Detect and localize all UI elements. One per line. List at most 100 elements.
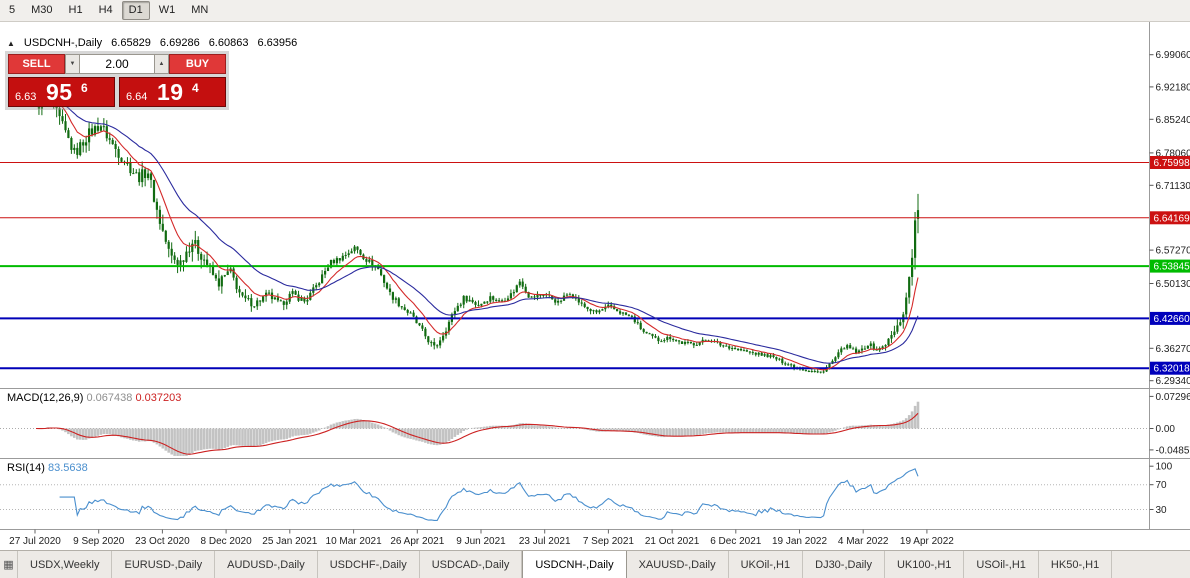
volume-increase-button[interactable]: ▲ [154, 54, 169, 74]
ohlc-high: 6.69286 [159, 37, 200, 49]
chart-tab-hk50-h1[interactable]: HK50-,H1 [1039, 551, 1113, 578]
moving-average-line-10 [35, 98, 919, 371]
chart-svg[interactable]: 6.99060 6.92180 6.85240 6.78060 6.71130 6.572… [0, 22, 1190, 550]
chart-tab-audusd-daily[interactable]: AUDUSD-,Daily [215, 551, 318, 578]
buy-price-display[interactable]: 6.64 19 4 [119, 77, 226, 107]
svg-text:-0.04857: -0.04857 [1156, 445, 1190, 456]
chart-tab-usdchf-daily[interactable]: USDCHF-,Daily [318, 551, 420, 578]
direction-up-icon: ▲ [7, 38, 15, 48]
chart-tab-ukoil-h1[interactable]: UKOil-,H1 [729, 551, 804, 578]
sell-button[interactable]: SELL [8, 54, 65, 74]
macd-signal-line [35, 412, 919, 455]
date-label: 27 Jul 2020 [9, 536, 61, 547]
rsi-value: 83.5638 [47, 462, 88, 474]
chart-ohlc-header: ▲ USDCNH-,Daily 6.65829 6.69286 6.60863 … [7, 37, 297, 49]
svg-text:6.64169: 6.64169 [1154, 213, 1190, 224]
chart-symbol-title: USDCNH-,Daily [23, 37, 103, 49]
date-label: 21 Oct 2021 [645, 536, 700, 547]
svg-text:6.50130: 6.50130 [1156, 279, 1190, 290]
chart-tab-xauusd-daily[interactable]: XAUUSD-,Daily [627, 551, 729, 578]
rsi-line [59, 468, 919, 521]
macd-name: MACD(12,26,9) [7, 392, 84, 404]
timeframe-button-h1[interactable]: H1 [62, 1, 90, 20]
chart-tab-usoil-h1[interactable]: USOil-,H1 [964, 551, 1039, 578]
svg-text:6.57270: 6.57270 [1156, 246, 1190, 257]
timeframe-button-d1[interactable]: D1 [121, 1, 150, 20]
chart-tab-dj30-daily[interactable]: DJ30-,Daily [803, 551, 885, 578]
chart-tab-usdcad-daily[interactable]: USDCAD-,Daily [420, 551, 523, 578]
price-axis-ticks: 6.99060 6.92180 6.85240 6.78060 6.71130 6.572… [1149, 50, 1190, 387]
buy-price-prefix: 6.64 [126, 91, 148, 103]
svg-text:70: 70 [1156, 480, 1168, 491]
svg-text:6.42660: 6.42660 [1154, 314, 1190, 325]
chart-tab-usdx-weekly[interactable]: USDX,Weekly [18, 551, 113, 578]
macd-signal-value: 0.037203 [135, 392, 182, 404]
date-label: 26 Apr 2021 [390, 536, 444, 547]
volume-input[interactable]: 2.00 [80, 54, 154, 74]
svg-text:0.00: 0.00 [1156, 424, 1176, 435]
svg-text:6.85240: 6.85240 [1156, 115, 1190, 126]
ohlc-open: 6.65829 [111, 37, 151, 49]
svg-text:6.29340: 6.29340 [1156, 376, 1190, 387]
svg-text:6.78060: 6.78060 [1156, 148, 1190, 159]
date-label: 25 Jan 2021 [262, 536, 317, 547]
macd-main-value: 0.067438 [86, 392, 133, 404]
timeframe-button-5[interactable]: 5 [2, 1, 22, 20]
date-label: 19 Apr 2022 [900, 536, 954, 547]
svg-text:100: 100 [1156, 462, 1173, 473]
sell-price-big-digits: 95 [46, 79, 73, 105]
svg-text:6.53845: 6.53845 [1154, 262, 1190, 273]
price-axis-badge: 6.75998 [1150, 156, 1190, 169]
svg-text:6.32018: 6.32018 [1154, 364, 1190, 375]
date-label: 8 Dec 2020 [201, 536, 253, 547]
ohlc-close: 6.63956 [257, 37, 298, 49]
timeframe-button-w1[interactable]: W1 [152, 1, 183, 20]
moving-average-line-28 [35, 100, 919, 364]
rsi-indicator-label: RSI(14) 83.5638 [7, 462, 88, 474]
date-label: 9 Jun 2021 [456, 536, 506, 547]
horizontal-level-lines[interactable] [0, 162, 1150, 370]
macd-indicator-label: MACD(12,26,9) 0.067438 0.037203 [7, 392, 181, 404]
svg-text:6.71130: 6.71130 [1156, 181, 1190, 192]
svg-text:6.36270: 6.36270 [1156, 344, 1190, 355]
svg-text:0.072963: 0.072963 [1156, 392, 1190, 403]
date-label: 19 Jan 2022 [772, 536, 827, 547]
price-axis-badge: 6.53845 [1150, 259, 1190, 273]
candlestick-series [34, 84, 920, 374]
volume-decrease-button[interactable]: ▼ [65, 54, 80, 74]
macd-axis-ticks: 0.072963 0.00 -0.04857 [1149, 392, 1190, 456]
sell-price-prefix: 6.63 [15, 91, 37, 103]
date-label: 9 Sep 2020 [73, 536, 125, 547]
buy-button[interactable]: BUY [169, 54, 226, 74]
date-label: 7 Sep 2021 [583, 536, 635, 547]
chart-tab-usdcnh-daily[interactable]: USDCNH-,Daily [522, 551, 627, 578]
sell-price-display[interactable]: 6.63 95 6 [8, 77, 115, 107]
svg-text:6.92180: 6.92180 [1156, 82, 1190, 93]
date-label: 23 Jul 2021 [519, 536, 571, 547]
symbol-sheet-icon[interactable]: ▦ [0, 551, 18, 578]
date-label: 4 Mar 2022 [838, 536, 889, 547]
time-axis: 27 Jul 2020 9 Sep 2020 23 Oct 2020 8 Dec 20… [9, 529, 954, 547]
buy-price-big-digits: 19 [157, 79, 184, 105]
chart-tab-uk100-h1[interactable]: UK100-,H1 [885, 551, 965, 578]
chart-tab-eurusd-daily[interactable]: EURUSD-,Daily [112, 551, 216, 578]
timeframe-button-h4[interactable]: H4 [92, 1, 120, 20]
date-label: 10 Mar 2021 [326, 536, 383, 547]
price-axis-badge: 6.42660 [1150, 311, 1190, 325]
buy-price-pip-digit: 4 [192, 81, 199, 95]
timeframe-toolbar: 5 M30 H1 H4 D1 W1 MN [0, 0, 1190, 22]
one-click-trading-panel: SELL ▼ 2.00 ▲ BUY 6.63 95 6 6.64 19 4 [5, 51, 229, 110]
ohlc-low: 6.60863 [208, 37, 249, 49]
date-label: 23 Oct 2020 [135, 536, 190, 547]
date-label: 6 Dec 2021 [710, 536, 762, 547]
svg-text:30: 30 [1156, 505, 1168, 516]
timeframe-button-m30[interactable]: M30 [24, 1, 59, 20]
rsi-axis-ticks: 100 70 30 [1149, 462, 1173, 516]
chart-tabbar: ▦ USDX,Weekly EURUSD-,Daily AUDUSD-,Daily U… [0, 550, 1190, 578]
price-axis-badge: 6.64169 [1150, 211, 1190, 225]
timeframe-button-mn[interactable]: MN [184, 1, 215, 20]
sell-price-pip-digit: 6 [81, 81, 88, 95]
price-axis-badge: 6.32018 [1150, 361, 1190, 375]
svg-text:6.99060: 6.99060 [1156, 50, 1190, 61]
